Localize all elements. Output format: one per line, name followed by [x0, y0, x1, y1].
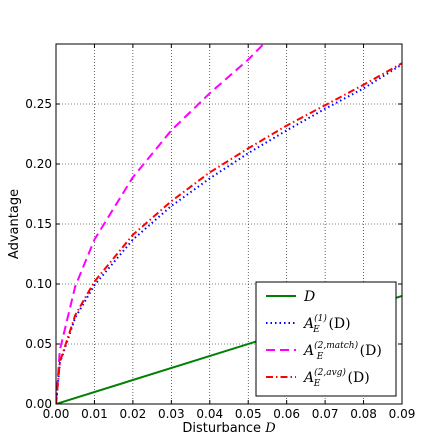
- legend-label: A(1) E (D): [302, 313, 351, 335]
- y-tick-label: 0.15: [25, 217, 52, 231]
- legend-box: [255, 281, 397, 397]
- x-tick-label: 0.09: [389, 407, 416, 421]
- x-tick-label: 0.06: [273, 407, 300, 421]
- x-tick-label: 0.05: [235, 407, 262, 421]
- y-tick-label: 0.00: [25, 397, 52, 411]
- legend-label: D: [303, 289, 315, 305]
- legend-label: A(2,match) E (D): [302, 340, 382, 362]
- x-axis-label: Disturbance D: [182, 421, 276, 436]
- y-tick-label: 0.25: [25, 97, 52, 111]
- ticks: 0.00 0.01 0.02 0.03 0.04 0.05 0.06 0.07 0.08 0.09…: [25, 44, 415, 421]
- x-tick-label: 0.02: [120, 407, 147, 421]
- legend-label: A(2,avg) E (D): [302, 367, 370, 389]
- x-axis-label-text: Disturbance: [182, 421, 265, 436]
- series-line-1: [56, 63, 402, 404]
- x-tick-label: 0.04: [196, 407, 223, 421]
- series-line-3: [56, 62, 402, 404]
- x-axis-label-variable: D: [264, 421, 276, 436]
- legend: D A(1) E (D) A(2,match) E (D) A(2,avg) E (D): [255, 281, 397, 397]
- y-tick-label: 0.10: [25, 277, 52, 291]
- x-tick-label: 0.07: [312, 407, 339, 421]
- series-line-2: [56, 44, 265, 404]
- x-tick-label: 0.01: [81, 407, 108, 421]
- y-axis-label: Advantage: [7, 189, 22, 259]
- y-tick-label: 0.05: [25, 337, 52, 351]
- x-tick-label: 0.08: [350, 407, 377, 421]
- x-tick-label: 0.00: [43, 407, 70, 421]
- y-tick-label: 0.20: [25, 157, 52, 171]
- x-tick-label: 0.03: [158, 407, 185, 421]
